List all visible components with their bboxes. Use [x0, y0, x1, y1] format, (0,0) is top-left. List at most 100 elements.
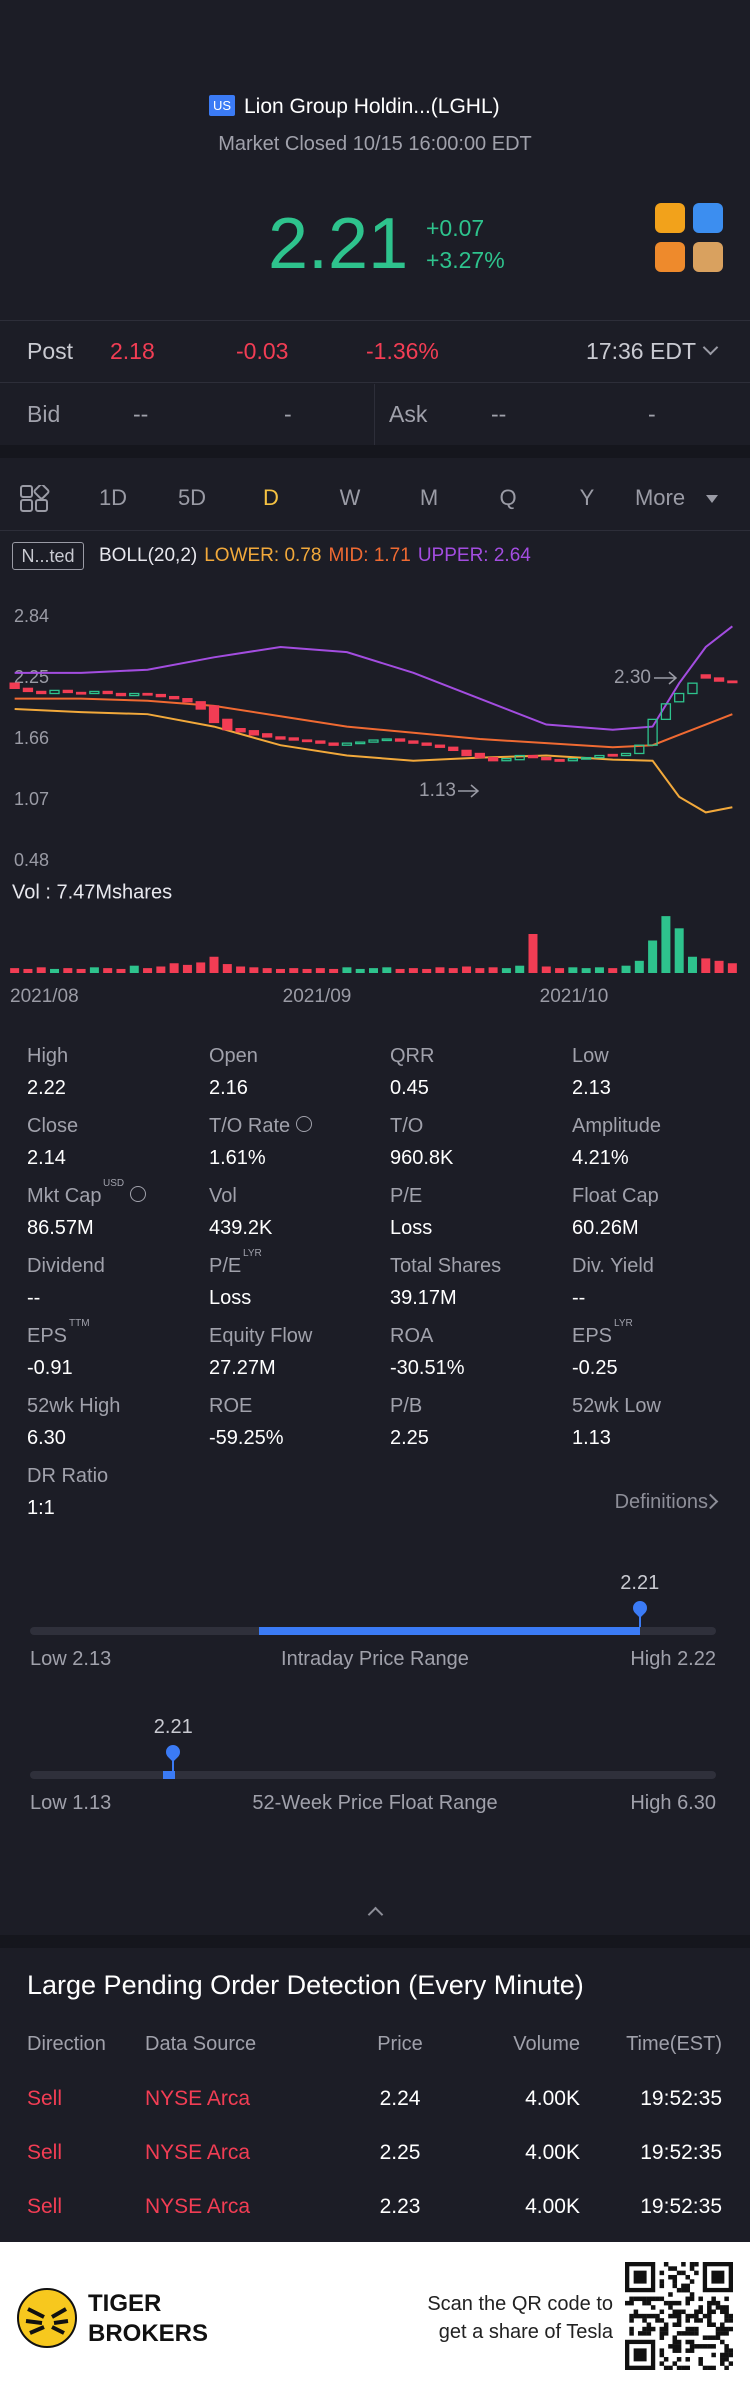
qr-module	[720, 2357, 725, 2362]
qr-module	[655, 2313, 660, 2319]
qr-module	[646, 2322, 652, 2327]
volume-bar	[36, 967, 46, 973]
indicator-badge[interactable]: N...ted	[12, 542, 84, 570]
stat-label: Low	[572, 1045, 609, 1067]
period-tab[interactable]: Y	[579, 485, 595, 510]
period-tab[interactable]: W	[339, 485, 361, 510]
candle	[594, 754, 605, 759]
candle	[487, 756, 499, 762]
info-icon[interactable]	[130, 1186, 146, 1202]
period-tab[interactable]: D	[263, 485, 279, 510]
candle	[235, 728, 246, 733]
qr-module	[685, 2274, 690, 2280]
period-tab[interactable]: 1D	[98, 485, 128, 510]
period-tab[interactable]: M	[419, 485, 439, 510]
qr-module	[689, 2344, 695, 2349]
stat-value: 39.17M	[390, 1287, 457, 1309]
volume-bar	[581, 968, 591, 973]
candle	[541, 756, 552, 761]
icon-dollar[interactable]	[655, 203, 685, 233]
qr-module	[728, 2326, 733, 2332]
volume-bar	[701, 958, 711, 973]
period-tab[interactable]: 5D	[177, 485, 207, 510]
qr-module	[694, 2262, 699, 2267]
qr-module	[707, 2300, 712, 2306]
candle	[607, 753, 618, 757]
volume-bar	[182, 964, 192, 973]
icon-ipo[interactable]	[693, 242, 723, 272]
y-tick-label: 1.07	[14, 789, 49, 809]
candle	[49, 689, 60, 695]
last-price: 2.21	[268, 204, 409, 284]
qr-module	[720, 2305, 725, 2310]
qr-module	[694, 2344, 699, 2349]
column-header: Volume	[513, 2033, 580, 2055]
period-tab[interactable]: Q	[499, 485, 517, 510]
stat-superscript: TTM	[69, 1318, 90, 1329]
qr-module	[689, 2262, 695, 2267]
qr-module	[685, 2296, 690, 2302]
stat-label: 52wk High	[27, 1395, 121, 1417]
qr-module	[642, 2318, 647, 2323]
qr-module	[707, 2365, 712, 2370]
info-icon[interactable]	[296, 1116, 312, 1132]
order-cell: Sell	[27, 2087, 63, 2110]
post-time[interactable]: 17:36 EDT	[586, 338, 696, 364]
qr-module	[711, 2344, 716, 2349]
range-high: High 6.30	[630, 1793, 716, 1813]
qr-module	[659, 2318, 665, 2323]
ask-size: -	[648, 401, 656, 427]
candle	[434, 744, 446, 748]
collapse-icon[interactable]	[367, 1906, 384, 1923]
period-tab[interactable]: More	[634, 485, 686, 510]
qr-module	[711, 2335, 716, 2340]
stat-label: Amplitude	[572, 1115, 661, 1137]
qr-module	[655, 2296, 660, 2302]
y-tick-label: 0.48	[14, 850, 49, 870]
stock-name: Lion Group Holdin...(LGHL)	[244, 95, 500, 118]
qr-module	[728, 2318, 733, 2323]
section-gap	[0, 1935, 750, 1948]
qr-module	[685, 2300, 690, 2306]
qr-module	[642, 2313, 647, 2319]
icon-flash[interactable]	[693, 203, 723, 233]
qr-module	[668, 2300, 673, 2306]
layout-icon[interactable]	[20, 485, 50, 513]
range-low: Low 2.13	[30, 1649, 111, 1669]
indicator-mid: MID: 1.71	[328, 545, 411, 566]
icon-option[interactable]	[655, 242, 685, 272]
definitions-link[interactable]: Definitions	[614, 1491, 708, 1513]
qr-module	[676, 2318, 682, 2323]
order-cell: 4.00K	[525, 2195, 580, 2218]
ask-label: Ask	[389, 401, 428, 427]
qr-module	[707, 2305, 712, 2310]
indicator-upper: UPPER: 2.64	[417, 545, 531, 566]
dropdown-icon[interactable]	[702, 339, 719, 356]
volume-bar	[50, 968, 60, 973]
qr-module	[659, 2352, 665, 2358]
stat-value: 1.61%	[209, 1147, 266, 1169]
qr-module	[689, 2348, 695, 2353]
qr-module	[720, 2322, 725, 2327]
qr-module	[707, 2322, 712, 2327]
qr-module	[689, 2266, 695, 2271]
candle	[208, 705, 220, 724]
bid-price: --	[133, 401, 149, 427]
volume-bar	[475, 968, 485, 973]
stat-value: 2.16	[209, 1077, 248, 1099]
volume-bar	[262, 968, 272, 973]
candle	[421, 742, 432, 746]
stat-value: 60.26M	[572, 1217, 639, 1239]
range-high-label: High	[630, 1648, 672, 1670]
candle	[315, 740, 326, 744]
qr-module	[676, 2287, 682, 2293]
volume-bar	[408, 968, 418, 973]
qr-module	[681, 2287, 686, 2293]
range-title: Intraday Price Range	[281, 1648, 469, 1670]
market-status: Market Closed 10/15 16:00:00 EDT	[218, 133, 532, 155]
stat-label: Close	[27, 1115, 79, 1137]
qr-module	[672, 2266, 678, 2271]
stat-label: Dividend	[27, 1255, 105, 1277]
post-price: 2.18	[110, 338, 155, 364]
qr-module	[629, 2300, 634, 2306]
